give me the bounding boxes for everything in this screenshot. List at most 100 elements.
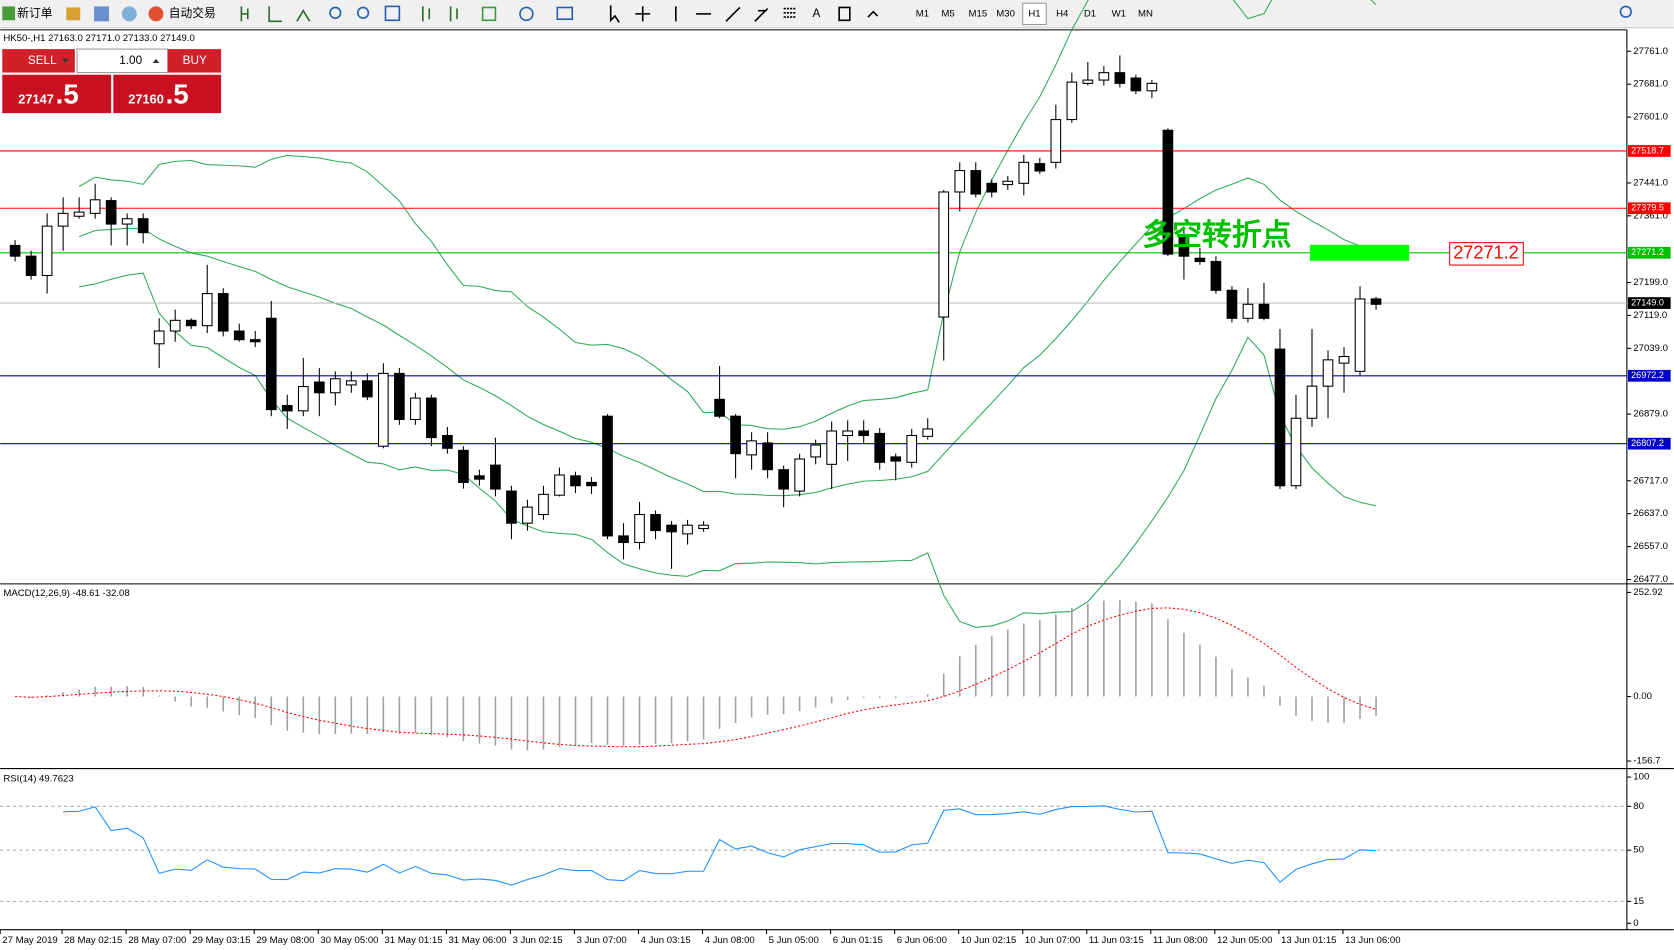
candle-body [1338,356,1350,364]
timeframe-button[interactable]: M15 [969,8,988,19]
icon[interactable] [384,5,401,22]
macd-signal [15,607,1377,748]
bollinger-band [78,0,1377,430]
candle-body [1130,77,1142,92]
candle-body [169,319,181,332]
timeframe-button[interactable]: M1 [916,8,929,19]
candle-body [490,464,501,490]
candle-body [602,415,613,537]
icon[interactable] [838,6,851,22]
sell-button[interactable] [2,49,75,73]
lot-down[interactable] [62,58,69,63]
lot-up[interactable] [152,58,160,63]
candle-body [1178,236,1190,257]
x-tick-label: 13 Jun 06:00 [1345,935,1400,946]
lot-value[interactable]: 1.00 [119,54,142,67]
search-icon[interactable] [1619,5,1632,18]
candle-body [474,475,485,480]
x-tick-label: 11 Jun 03:15 [1089,935,1144,946]
price-level-tag [1627,369,1671,382]
x-tick-label: 10 Jun 02:15 [961,935,1016,946]
text-tool[interactable]: A [812,7,820,20]
icon[interactable] [240,6,249,22]
candle-body [698,524,709,530]
tool-icons [240,5,1632,23]
candle-body [362,380,373,398]
candle-body [1114,72,1126,84]
x-tick-label: 6 Jun 01:15 [833,935,883,946]
timeframe-button[interactable]: MN [1138,8,1153,19]
rsi-tick-label: 80 [1633,801,1644,812]
price-level-tag [1627,145,1671,157]
candle-body [137,218,149,234]
icon[interactable] [268,6,282,23]
icon[interactable] [519,6,534,22]
candle-body [1210,260,1222,291]
new-order-button[interactable]: 新订单 [17,6,52,20]
icon[interactable] [121,6,137,22]
candle-body [265,317,277,411]
icon[interactable] [66,7,81,21]
x-tick-label: 5 Jun 05:00 [769,935,819,946]
candle-body [506,490,517,524]
candle-body [442,434,453,449]
candle-body [1146,82,1158,92]
timeframe-button[interactable]: M5 [941,8,954,19]
macd-tick-label: -156.7 [1633,756,1660,767]
auto-trading-icon[interactable] [148,6,164,22]
icon[interactable] [94,6,110,22]
candle-body [650,513,661,532]
buy-button[interactable] [167,49,222,73]
x-tick-label: 11 Jun 08:00 [1153,935,1208,946]
x-tick-label: 28 May 07:00 [128,935,186,946]
price-level-tag [1627,437,1671,450]
icon[interactable] [449,6,458,22]
rsi-tick-label: 100 [1633,772,1649,783]
x-tick-label: 6 Jun 06:00 [897,935,947,946]
annotation-marker [1309,244,1410,261]
icon[interactable] [754,7,769,22]
price-level-tag [1627,202,1671,215]
y-tick-label: 27681.0 [1633,79,1668,90]
icon[interactable] [609,5,620,23]
icon[interactable] [481,6,497,22]
rsi-line [63,805,1377,886]
timeframe-button[interactable]: H1 [1028,8,1040,19]
candle-body [906,434,918,463]
icon[interactable] [867,10,879,18]
icon[interactable] [725,6,741,22]
sell-price-box[interactable] [2,74,112,114]
icon[interactable] [556,6,574,21]
candle-body [810,444,821,458]
candle-body [554,474,565,496]
buy-price-box[interactable] [113,74,222,114]
buy-label[interactable]: BUY [183,54,207,67]
icon[interactable] [635,6,651,22]
rsi-tick-label: 0 [1633,918,1638,929]
price-level-label: 27149.0 [1631,297,1664,307]
sell-label[interactable]: SELL [28,54,57,67]
x-tick-label: 10 Jun 07:00 [1025,935,1080,946]
icon[interactable] [296,9,311,22]
icon[interactable] [783,7,797,18]
icon[interactable] [329,6,342,19]
x-tick-label: 31 May 01:15 [384,935,442,946]
candle-body [458,449,469,483]
annotation-price-box [1449,242,1524,266]
x-tick-label: 4 Jun 08:00 [705,935,755,946]
timeframe-button[interactable]: D1 [1084,8,1096,19]
candle-body [954,170,966,193]
timeframe-button[interactable]: W1 [1112,8,1126,19]
timeframe-button[interactable]: M30 [996,8,1015,19]
timeframe-button[interactable]: H4 [1056,8,1069,19]
icon[interactable] [356,6,370,19]
y-tick-label: 27361.0 [1633,210,1668,221]
macd-tick-label: 0.00 [1633,691,1652,702]
icon[interactable] [422,6,431,22]
candle-body [1002,180,1014,186]
price-level-label: 27271.2 [1631,247,1664,257]
new-order-icon[interactable] [2,6,16,21]
y-tick-label: 27119.0 [1633,310,1667,321]
candle-body [1162,129,1174,255]
auto-trading-button[interactable]: 自动交易 [169,6,216,20]
